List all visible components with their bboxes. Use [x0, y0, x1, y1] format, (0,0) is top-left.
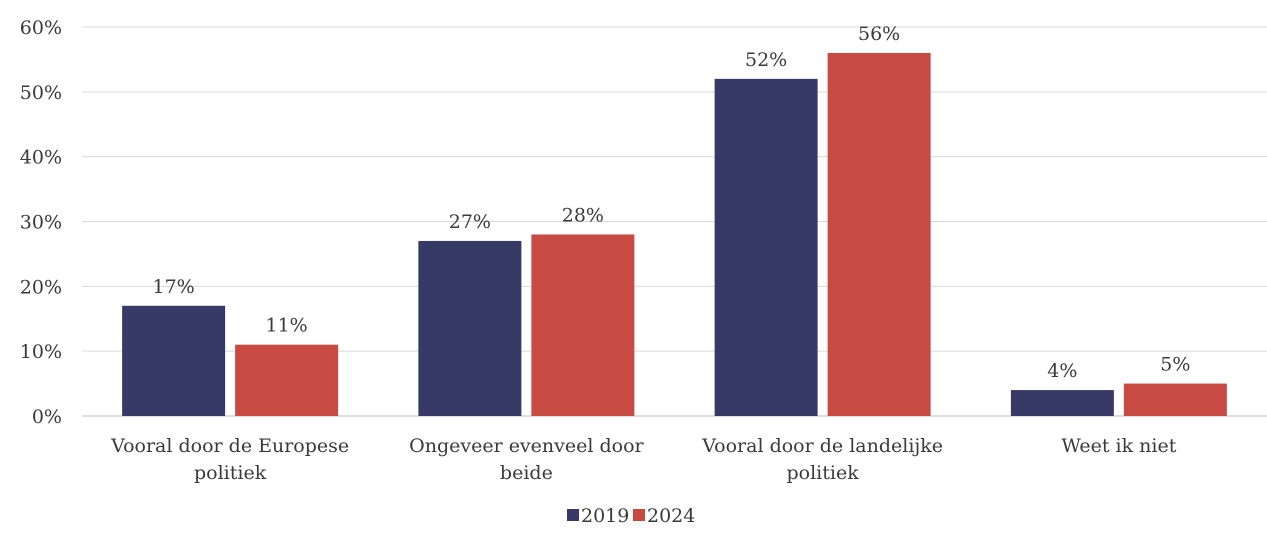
data-label-2019-1: 27%: [449, 211, 491, 233]
data-label-2019-0: 17%: [153, 276, 195, 298]
legend-label-2019: 2019: [581, 505, 629, 527]
bar-2019-3: [1010, 390, 1114, 416]
y-tick-label: 50%: [20, 82, 62, 104]
data-label-2019-2: 52%: [745, 49, 787, 71]
y-tick-label: 20%: [20, 276, 62, 298]
category-label: politiek: [194, 462, 267, 484]
y-tick-label: 30%: [20, 212, 62, 234]
bar-2019-0: [122, 305, 226, 416]
bar-2024-0: [235, 344, 339, 416]
data-label-2024-3: 5%: [1160, 354, 1190, 376]
bar-2024-1: [531, 234, 635, 416]
legend-label-2024: 2024: [647, 505, 695, 527]
bar-2019-2: [714, 78, 818, 416]
category-label: Vooral door de Europese: [110, 435, 349, 457]
y-axis: 0% 10% 20% 30% 40% 50% 60%: [20, 17, 62, 428]
category-label: politiek: [787, 462, 860, 484]
bars: [122, 52, 1227, 416]
category-label: Vooral door de landelijke: [701, 435, 943, 457]
legend-swatch-2024: [633, 509, 645, 521]
x-axis: Vooral door de Europese politiek Ongeveer …: [110, 435, 1177, 484]
y-tick-label: 0%: [32, 406, 62, 428]
y-tick-label: 40%: [20, 147, 62, 169]
data-label-2024-2: 56%: [858, 23, 900, 45]
data-labels: 17% 11% 27% 28% 52% 56% 4% 5%: [153, 23, 1191, 382]
data-label-2024-0: 11%: [266, 315, 308, 337]
bar-2024-2: [827, 52, 931, 416]
bar-2024-3: [1123, 383, 1227, 416]
bar-2019-1: [418, 240, 522, 416]
data-label-2024-1: 28%: [562, 204, 604, 226]
legend-swatch-2019: [567, 509, 579, 521]
category-label: Ongeveer evenveel door: [409, 435, 644, 457]
category-label: Weet ik niet: [1061, 435, 1176, 457]
legend: 2019 2024: [567, 505, 695, 527]
category-label: beide: [500, 462, 553, 484]
y-tick-label: 60%: [20, 17, 62, 39]
y-tick-label: 10%: [20, 341, 62, 363]
data-label-2019-3: 4%: [1047, 360, 1077, 382]
